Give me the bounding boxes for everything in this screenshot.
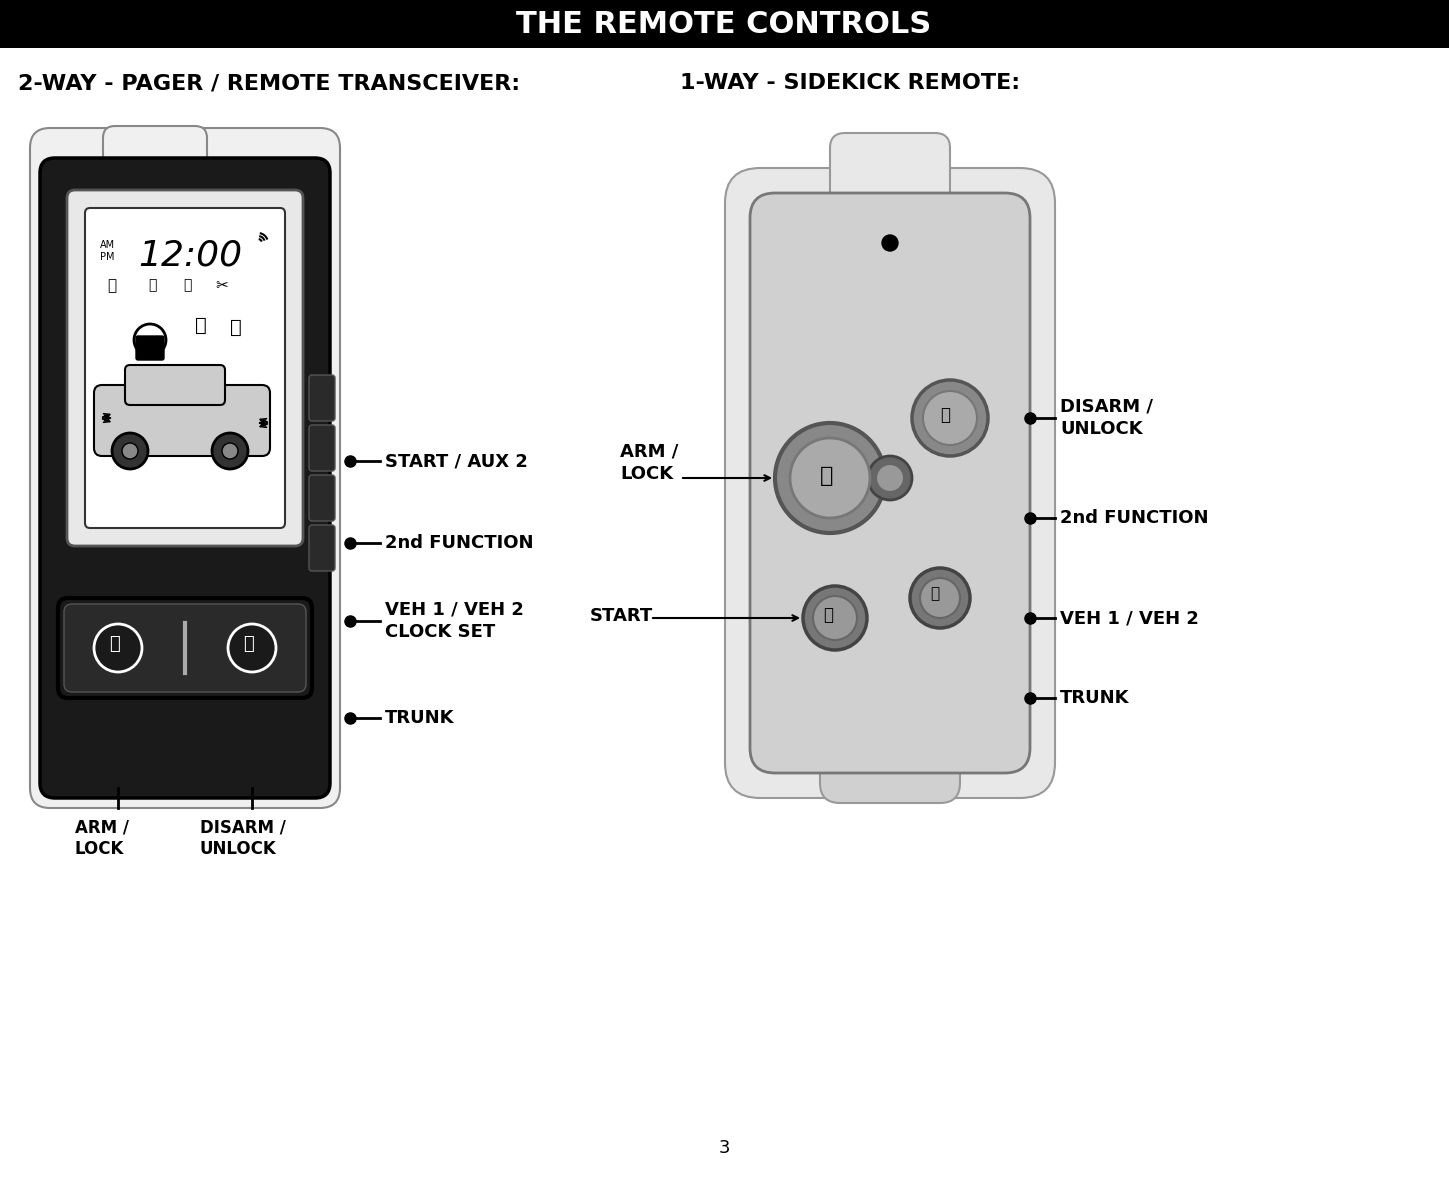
FancyBboxPatch shape: [830, 133, 951, 218]
Circle shape: [227, 624, 275, 671]
Text: 3: 3: [719, 1139, 730, 1157]
Text: 1-WAY - SIDEKICK REMOTE:: 1-WAY - SIDEKICK REMOTE:: [680, 73, 1020, 93]
Circle shape: [775, 423, 885, 532]
Text: 🔨: 🔨: [196, 316, 207, 335]
Text: 🔒: 🔒: [109, 635, 120, 653]
Text: START: START: [590, 607, 653, 626]
FancyBboxPatch shape: [136, 336, 164, 360]
Circle shape: [868, 456, 911, 499]
Text: 🔑: 🔑: [107, 278, 116, 293]
Circle shape: [222, 443, 238, 459]
FancyBboxPatch shape: [125, 365, 225, 405]
FancyBboxPatch shape: [64, 604, 306, 691]
FancyBboxPatch shape: [85, 209, 285, 528]
FancyBboxPatch shape: [309, 475, 335, 521]
Text: ARM /
LOCK: ARM / LOCK: [620, 443, 678, 483]
FancyBboxPatch shape: [103, 126, 207, 210]
FancyBboxPatch shape: [820, 713, 961, 803]
Circle shape: [923, 391, 977, 445]
Text: TRUNK: TRUNK: [385, 709, 455, 727]
Circle shape: [790, 438, 869, 518]
FancyBboxPatch shape: [58, 598, 312, 699]
FancyBboxPatch shape: [309, 375, 335, 421]
Text: ⬛: ⬛: [230, 318, 242, 337]
Text: DISARM /
UNLOCK: DISARM / UNLOCK: [200, 818, 285, 859]
FancyBboxPatch shape: [0, 0, 1449, 48]
Text: 2-WAY - PAGER / REMOTE TRANSCEIVER:: 2-WAY - PAGER / REMOTE TRANSCEIVER:: [17, 73, 520, 93]
Text: AM
PM: AM PM: [100, 240, 114, 262]
Text: 12:00: 12:00: [138, 238, 242, 272]
FancyBboxPatch shape: [67, 190, 303, 545]
Text: DISARM /
UNLOCK: DISARM / UNLOCK: [1061, 398, 1153, 438]
Circle shape: [122, 443, 138, 459]
Text: 🔒: 🔒: [820, 466, 833, 487]
FancyBboxPatch shape: [94, 385, 270, 456]
Circle shape: [882, 234, 898, 251]
Text: TRUNK: TRUNK: [1061, 689, 1130, 707]
Circle shape: [920, 578, 961, 618]
Circle shape: [212, 434, 248, 469]
Circle shape: [910, 568, 969, 628]
Text: ARM /
LOCK: ARM / LOCK: [75, 818, 129, 859]
Circle shape: [911, 380, 988, 456]
Text: 🗝: 🗝: [823, 605, 833, 624]
FancyBboxPatch shape: [751, 193, 1030, 773]
Text: 2nd FUNCTION: 2nd FUNCTION: [385, 534, 533, 552]
Text: 🔓: 🔓: [940, 406, 951, 424]
FancyBboxPatch shape: [309, 425, 335, 471]
Circle shape: [94, 624, 142, 671]
Circle shape: [803, 585, 867, 650]
Text: 2nd FUNCTION: 2nd FUNCTION: [1061, 509, 1208, 527]
Text: 🔓: 🔓: [243, 635, 254, 653]
Text: 🔑: 🔑: [930, 585, 939, 601]
FancyBboxPatch shape: [724, 168, 1055, 798]
Circle shape: [112, 434, 148, 469]
Text: VEH 1 / VEH 2
CLOCK SET: VEH 1 / VEH 2 CLOCK SET: [385, 601, 525, 641]
Circle shape: [813, 596, 856, 640]
FancyBboxPatch shape: [41, 158, 330, 798]
Circle shape: [877, 464, 904, 492]
FancyBboxPatch shape: [309, 525, 335, 571]
Text: ✂: ✂: [214, 278, 227, 293]
Text: 🔋: 🔋: [183, 278, 191, 292]
Text: 🔊: 🔊: [148, 278, 156, 292]
Text: THE REMOTE CONTROLS: THE REMOTE CONTROLS: [516, 9, 932, 39]
FancyBboxPatch shape: [30, 128, 341, 808]
Text: START / AUX 2: START / AUX 2: [385, 452, 527, 470]
Text: VEH 1 / VEH 2: VEH 1 / VEH 2: [1061, 609, 1198, 627]
